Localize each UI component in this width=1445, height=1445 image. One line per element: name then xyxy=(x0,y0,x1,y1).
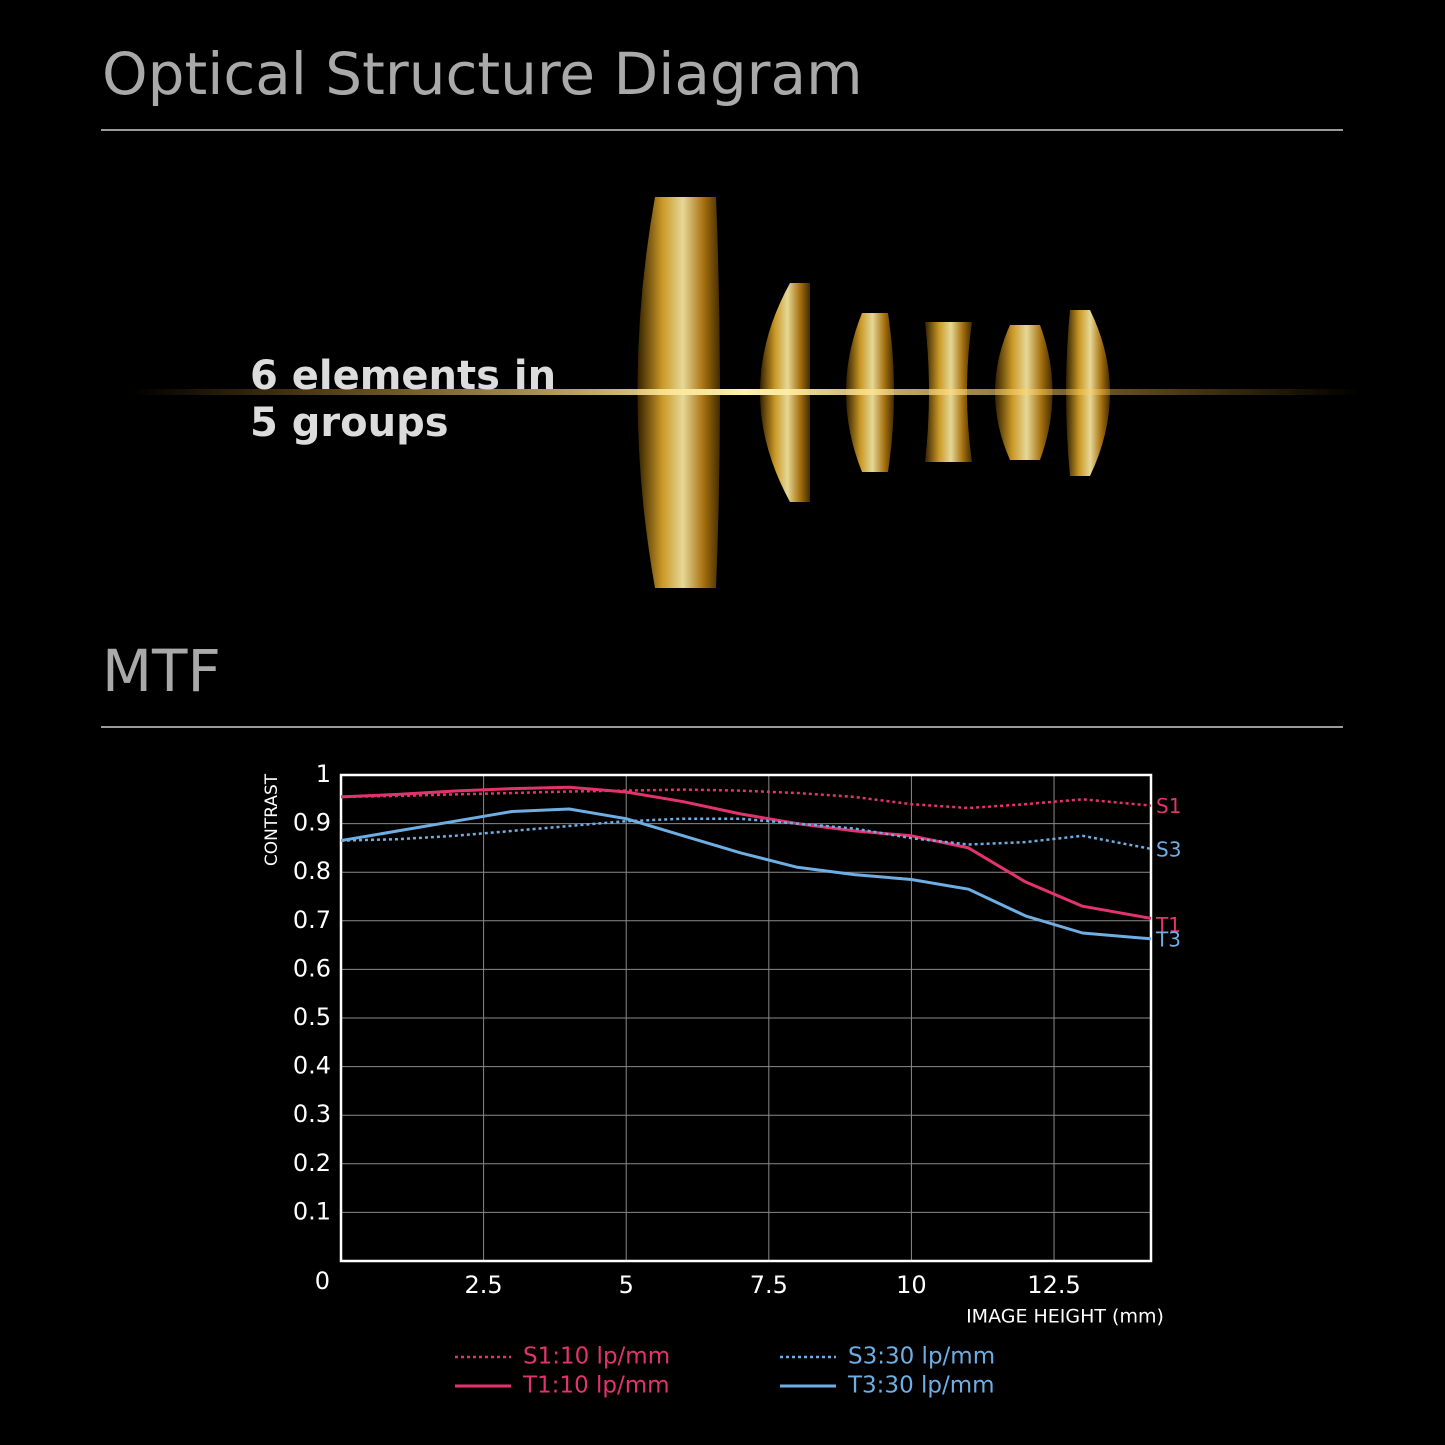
series-end-label: S1 xyxy=(1156,794,1181,818)
legend-label: T3:30 lp/mm xyxy=(847,1373,995,1399)
y-tick-label: 0.6 xyxy=(293,954,331,982)
x-tick-label: 7.5 xyxy=(750,1271,788,1299)
series-end-label: T1 xyxy=(1155,913,1181,937)
y-tick-label: 0.9 xyxy=(293,809,331,837)
series-line xyxy=(340,817,1152,851)
y-tick-label: 0.3 xyxy=(293,1100,331,1128)
section-title: MTF xyxy=(102,637,221,705)
y-axis-label: CONTRAST xyxy=(262,773,282,866)
y-tick-label: 1 xyxy=(316,760,331,788)
lens-caption: 5 groups xyxy=(250,400,449,446)
x-tick-label: 5 xyxy=(619,1271,634,1299)
y-tick-label: 0.2 xyxy=(293,1149,331,1177)
legend-label: S1:10 lp/mm xyxy=(523,1344,670,1370)
x-tick-label: 12.5 xyxy=(1027,1271,1080,1299)
y-tick-label: 0.8 xyxy=(293,857,331,885)
y-tick-label: 0.5 xyxy=(293,1003,331,1031)
series-end-label: T3 xyxy=(1155,927,1181,951)
y-tick-label: 0 xyxy=(315,1267,330,1295)
y-tick-label: 0.1 xyxy=(293,1197,331,1225)
x-tick-label: 10 xyxy=(896,1271,927,1299)
x-tick-label: 2.5 xyxy=(465,1271,503,1299)
legend-label: T1:10 lp/mm xyxy=(522,1373,670,1399)
y-tick-label: 0.7 xyxy=(293,906,331,934)
section-title: Optical Structure Diagram xyxy=(102,40,863,108)
x-axis-label: IMAGE HEIGHT (mm) xyxy=(966,1306,1164,1328)
y-tick-label: 0.4 xyxy=(293,1052,331,1080)
series-end-label: S3 xyxy=(1156,837,1181,861)
series-line xyxy=(340,785,1152,920)
lens-illustration xyxy=(130,197,1360,588)
legend-label: S3:30 lp/mm xyxy=(848,1344,995,1370)
plot-frame xyxy=(339,773,1153,1263)
series-line xyxy=(340,788,1152,810)
series-line xyxy=(340,807,1152,941)
